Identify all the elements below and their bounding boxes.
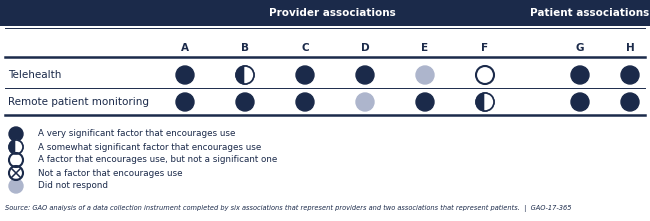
Text: H: H xyxy=(625,43,634,53)
Circle shape xyxy=(571,66,589,84)
Text: A somewhat significant factor that encourages use: A somewhat significant factor that encou… xyxy=(38,143,261,152)
Text: Not a factor that encourages use: Not a factor that encourages use xyxy=(38,168,183,177)
Circle shape xyxy=(416,66,434,84)
Bar xyxy=(530,0,650,26)
Text: Telehealth: Telehealth xyxy=(8,70,61,80)
Circle shape xyxy=(236,93,254,111)
Text: Patient associations: Patient associations xyxy=(530,8,649,18)
Text: C: C xyxy=(301,43,309,53)
Bar xyxy=(140,0,525,26)
Circle shape xyxy=(356,93,374,111)
Text: Did not respond: Did not respond xyxy=(38,181,108,191)
Wedge shape xyxy=(245,67,254,83)
Circle shape xyxy=(476,66,494,84)
Text: B: B xyxy=(241,43,249,53)
Circle shape xyxy=(176,66,194,84)
Circle shape xyxy=(9,140,23,154)
Circle shape xyxy=(621,93,639,111)
Circle shape xyxy=(9,166,23,180)
Circle shape xyxy=(356,66,374,84)
Circle shape xyxy=(236,66,254,84)
Wedge shape xyxy=(485,94,493,110)
Circle shape xyxy=(9,179,23,193)
Circle shape xyxy=(176,93,194,111)
Circle shape xyxy=(416,93,434,111)
Text: D: D xyxy=(361,43,369,53)
Circle shape xyxy=(296,66,314,84)
Circle shape xyxy=(476,93,494,111)
Wedge shape xyxy=(16,141,23,154)
Text: A very significant factor that encourages use: A very significant factor that encourage… xyxy=(38,130,235,139)
Text: A factor that encourages use, but not a significant one: A factor that encourages use, but not a … xyxy=(38,156,278,164)
Text: Remote patient monitoring: Remote patient monitoring xyxy=(8,97,149,107)
Circle shape xyxy=(296,93,314,111)
Text: E: E xyxy=(421,43,428,53)
Text: Source: GAO analysis of a data collection instrument completed by six associatio: Source: GAO analysis of a data collectio… xyxy=(5,204,571,211)
Text: A: A xyxy=(181,43,189,53)
Circle shape xyxy=(621,66,639,84)
Circle shape xyxy=(9,153,23,167)
Circle shape xyxy=(9,127,23,141)
Text: Provider associations: Provider associations xyxy=(269,8,396,18)
Bar xyxy=(0,0,650,26)
Circle shape xyxy=(571,93,589,111)
Text: F: F xyxy=(482,43,489,53)
Text: G: G xyxy=(576,43,584,53)
